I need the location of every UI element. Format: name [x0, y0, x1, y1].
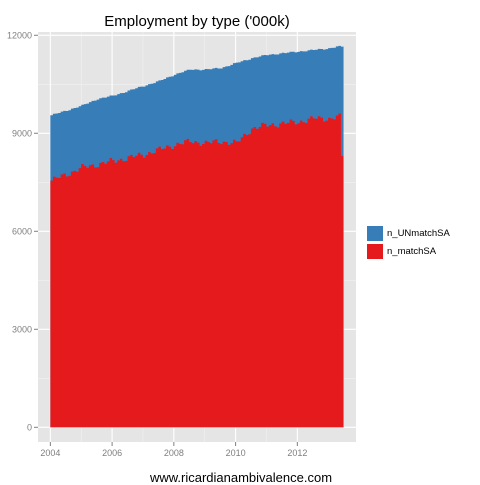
chart-title: Employment by type ('000k): [104, 13, 290, 30]
series-area-n_matchSA: [50, 113, 344, 428]
x-tick-label: 2012: [287, 448, 307, 458]
legend-item-match: n_matchSA: [366, 242, 450, 260]
x-tick-label: 2010: [226, 448, 246, 458]
y-tick-label: 6000: [12, 226, 32, 236]
legend-label-unmatch: n_UNmatchSA: [387, 227, 450, 239]
y-tick-label: 9000: [12, 128, 32, 138]
y-axis: 0 3000 6000 9000 12000: [7, 30, 38, 432]
x-axis: 2004 2006 2008 2010 2012: [40, 442, 307, 458]
x-tick-label: 2006: [102, 448, 122, 458]
x-tick-label: 2008: [164, 448, 184, 458]
legend-key-match: [366, 242, 384, 260]
x-tick-label: 2004: [40, 448, 60, 458]
legend-item-unmatch: n_UNmatchSA: [366, 224, 450, 242]
y-tick-label: 3000: [12, 324, 32, 334]
areas: [50, 45, 344, 428]
legend-key-unmatch: [366, 224, 384, 242]
y-tick-label: 12000: [7, 30, 32, 40]
caption: www.ricardianambivalence.com: [149, 470, 333, 485]
legend: n_UNmatchSA n_matchSA: [366, 224, 450, 260]
legend-label-match: n_matchSA: [387, 245, 437, 257]
y-tick-label: 0: [27, 422, 32, 432]
